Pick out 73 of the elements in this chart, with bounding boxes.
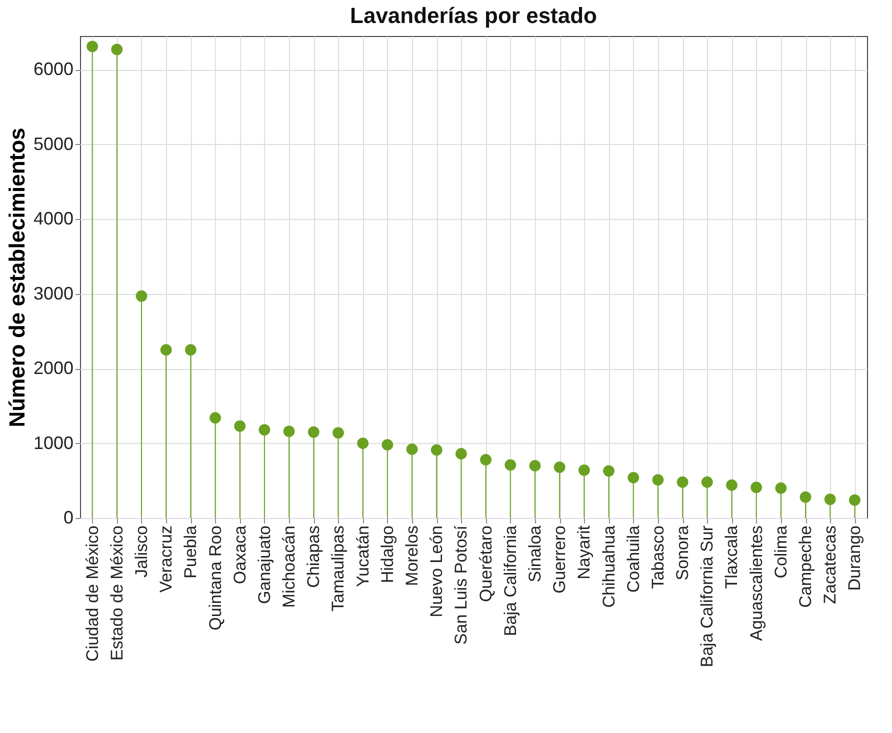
point	[554, 461, 566, 473]
point	[529, 460, 541, 472]
x-tick-label: Aguascalientes	[746, 526, 766, 641]
point	[111, 44, 123, 56]
point	[701, 476, 713, 488]
point	[800, 491, 812, 503]
point	[86, 40, 98, 52]
point	[652, 474, 664, 486]
x-tick-label: Puebla	[181, 524, 200, 578]
x-tick-label: Guerrero	[550, 526, 570, 594]
point	[628, 472, 640, 484]
point	[136, 290, 148, 302]
x-tick-label: Durango	[845, 526, 864, 591]
x-tick-label: Tlaxcala	[722, 524, 742, 589]
point	[504, 459, 516, 471]
point	[357, 438, 369, 449]
point	[578, 464, 590, 476]
point	[824, 494, 836, 506]
x-tick-label: Nuevo León	[427, 526, 446, 618]
point	[160, 344, 172, 356]
y-tick-label: 3000	[33, 283, 74, 304]
x-tick-label: Tamaulipas	[328, 526, 348, 612]
point	[308, 426, 320, 438]
x-tick-label: Chihuahua	[599, 524, 618, 608]
x-tick-label: Tabasco	[648, 526, 668, 589]
y-tick-label: 6000	[33, 59, 74, 80]
x-tick-label: Jalisco	[132, 526, 151, 578]
chart-title: Lavanderías por estado	[350, 3, 597, 28]
x-tick-label: Nayarit	[574, 525, 594, 580]
x-tick-label: Hidalgo	[378, 526, 397, 584]
point	[406, 444, 418, 455]
point	[849, 494, 860, 506]
point	[750, 482, 762, 494]
x-tick-label: Morelos	[402, 526, 422, 586]
point	[283, 426, 295, 438]
point	[775, 482, 787, 494]
x-tick-label: Michoacán	[280, 526, 299, 608]
point	[676, 476, 688, 488]
x-tick-label: Colima	[771, 524, 790, 578]
x-tick-label: Zacatecas	[820, 526, 840, 604]
x-tick-label: Quintana Roo	[206, 526, 225, 630]
x-tick-label: Campeche	[796, 526, 816, 608]
point	[456, 448, 467, 460]
y-tick-label: 1000	[33, 432, 74, 453]
x-tick-label: Estado de México	[107, 526, 126, 661]
point	[210, 412, 221, 424]
x-tick-label: Sonora	[673, 524, 692, 580]
x-tick-label: Ciudad de México	[82, 526, 102, 662]
point	[332, 427, 344, 438]
x-tick-label: Ganajuato	[254, 526, 274, 604]
point	[382, 439, 394, 450]
point	[258, 424, 270, 436]
x-tick-label: Coahuila	[624, 524, 643, 593]
point	[480, 454, 492, 466]
y-tick-label: 0	[63, 508, 74, 528]
point	[726, 479, 738, 491]
x-tick-label: Querétaro	[476, 526, 496, 602]
point	[430, 444, 442, 456]
x-tick-label: Baja California	[500, 524, 520, 636]
x-tick-label: Yucatán	[353, 526, 372, 587]
y-axis-title: Número de establecimientos	[4, 128, 30, 428]
x-tick-label: Baja California Sur	[698, 525, 717, 668]
point	[234, 420, 246, 432]
x-tick-label: Oaxaca	[230, 524, 250, 584]
x-tick-label: Chiapas	[304, 526, 324, 588]
y-tick-label: 4000	[33, 208, 74, 229]
x-tick-label: San Luis Potosí	[452, 525, 471, 645]
point	[184, 344, 196, 356]
x-tick-label: Veracruz	[156, 526, 176, 593]
point	[603, 465, 614, 477]
x-tick-label: Sinaloa	[525, 524, 544, 582]
y-tick-label: 2000	[33, 358, 74, 378]
y-tick-label: 5000	[33, 134, 74, 154]
